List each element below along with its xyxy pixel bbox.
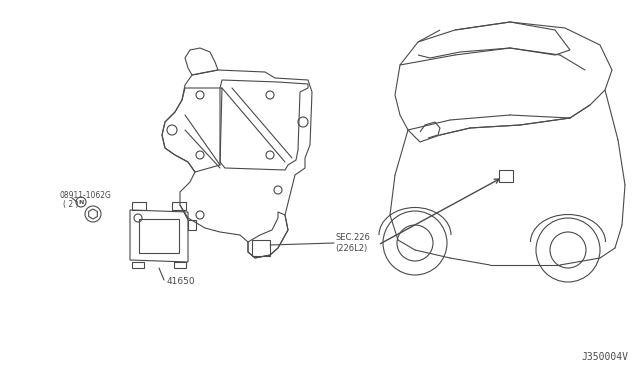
Bar [499, 170, 513, 182]
Text: J350004V: J350004V [581, 352, 628, 362]
Bar [252, 240, 270, 256]
Text: 08911-1062G: 08911-1062G [60, 190, 112, 199]
Bar [132, 262, 144, 268]
Bar [188, 220, 196, 230]
Bar [174, 262, 186, 268]
Text: ( 2 ): ( 2 ) [63, 201, 79, 209]
Bar [139, 219, 179, 253]
Text: 41650: 41650 [167, 278, 196, 286]
Text: SEC.226: SEC.226 [335, 234, 370, 243]
Text: N: N [78, 199, 84, 205]
Bar [172, 202, 186, 210]
Text: (226L2): (226L2) [335, 244, 367, 253]
Bar [132, 202, 146, 210]
